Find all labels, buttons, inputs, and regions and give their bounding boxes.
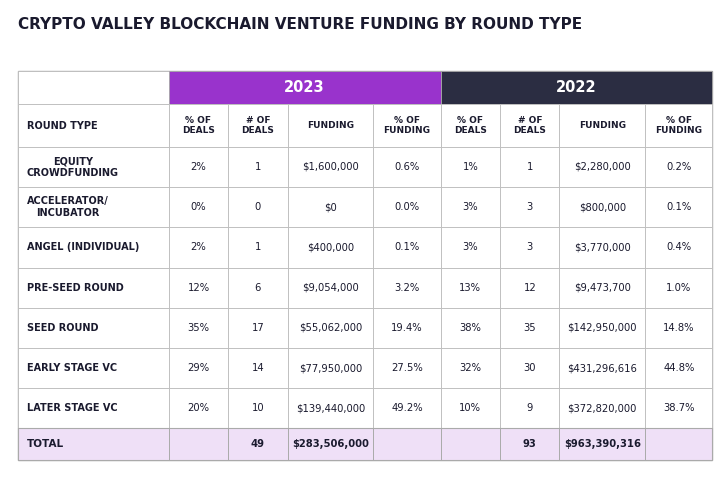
Text: $963,390,316: $963,390,316 xyxy=(564,439,640,450)
Text: % OF
FUNDING: % OF FUNDING xyxy=(655,116,702,135)
Text: 9: 9 xyxy=(526,403,533,413)
Text: 3%: 3% xyxy=(462,243,478,252)
Text: 38.7%: 38.7% xyxy=(663,403,694,413)
Text: $139,440,000: $139,440,000 xyxy=(296,403,365,413)
Text: 30: 30 xyxy=(523,363,536,373)
Text: 29%: 29% xyxy=(188,363,209,373)
Text: $3,770,000: $3,770,000 xyxy=(574,243,630,252)
Text: $9,473,700: $9,473,700 xyxy=(574,282,631,293)
Text: FUNDING: FUNDING xyxy=(579,121,626,130)
Text: 35: 35 xyxy=(523,323,536,333)
Text: 0.1%: 0.1% xyxy=(394,243,419,252)
Text: 10%: 10% xyxy=(459,403,481,413)
Text: FUNDING: FUNDING xyxy=(307,121,354,130)
Text: $1,600,000: $1,600,000 xyxy=(302,162,359,172)
Text: 14: 14 xyxy=(252,363,264,373)
Text: 0.1%: 0.1% xyxy=(666,202,691,212)
Text: 1: 1 xyxy=(254,162,261,172)
Text: $283,506,000: $283,506,000 xyxy=(292,439,369,450)
Text: 20%: 20% xyxy=(188,403,209,413)
Text: 12%: 12% xyxy=(188,282,209,293)
Text: EARLY STAGE VC: EARLY STAGE VC xyxy=(27,363,117,373)
Text: 2022: 2022 xyxy=(556,80,597,95)
Text: # OF
DEALS: # OF DEALS xyxy=(241,116,274,135)
Text: $142,950,000: $142,950,000 xyxy=(568,323,637,333)
Text: 2023: 2023 xyxy=(284,80,325,95)
Text: LATER STAGE VC: LATER STAGE VC xyxy=(27,403,118,413)
Text: 0%: 0% xyxy=(190,202,206,212)
Text: 38%: 38% xyxy=(459,323,481,333)
Text: 3: 3 xyxy=(526,243,533,252)
Text: $9,054,000: $9,054,000 xyxy=(302,282,359,293)
Text: 19.4%: 19.4% xyxy=(391,323,422,333)
Text: 0: 0 xyxy=(254,202,261,212)
Text: 12: 12 xyxy=(523,282,536,293)
Text: 1: 1 xyxy=(526,162,533,172)
Text: 0.2%: 0.2% xyxy=(666,162,691,172)
Text: # OF
DEALS: # OF DEALS xyxy=(513,116,546,135)
Text: 10: 10 xyxy=(252,403,264,413)
Text: 49: 49 xyxy=(251,439,265,450)
Text: % OF
DEALS: % OF DEALS xyxy=(454,116,487,135)
Text: ACCELERATOR/
INCUBATOR: ACCELERATOR/ INCUBATOR xyxy=(27,196,108,218)
Text: 3.2%: 3.2% xyxy=(394,282,419,293)
Text: PRE-SEED ROUND: PRE-SEED ROUND xyxy=(27,282,124,293)
Text: $431,296,616: $431,296,616 xyxy=(567,363,638,373)
Text: $400,000: $400,000 xyxy=(307,243,354,252)
Text: 1.0%: 1.0% xyxy=(666,282,691,293)
Text: $800,000: $800,000 xyxy=(579,202,626,212)
Text: TOTAL: TOTAL xyxy=(27,439,64,450)
Text: 32%: 32% xyxy=(459,363,481,373)
Text: 0.6%: 0.6% xyxy=(394,162,419,172)
Text: 93: 93 xyxy=(523,439,537,450)
Text: CRYPTO VALLEY BLOCKCHAIN VENTURE FUNDING BY ROUND TYPE: CRYPTO VALLEY BLOCKCHAIN VENTURE FUNDING… xyxy=(18,17,582,32)
Text: $2,280,000: $2,280,000 xyxy=(574,162,630,172)
Text: 2%: 2% xyxy=(190,162,206,172)
Text: 1%: 1% xyxy=(462,162,478,172)
Text: $77,950,000: $77,950,000 xyxy=(299,363,362,373)
Text: % OF
DEALS: % OF DEALS xyxy=(182,116,215,135)
Text: 27.5%: 27.5% xyxy=(391,363,423,373)
Text: % OF
FUNDING: % OF FUNDING xyxy=(383,116,430,135)
Text: $372,820,000: $372,820,000 xyxy=(568,403,637,413)
Text: ROUND TYPE: ROUND TYPE xyxy=(27,121,97,131)
Text: 3: 3 xyxy=(526,202,533,212)
Text: 14.8%: 14.8% xyxy=(663,323,694,333)
Text: 17: 17 xyxy=(252,323,265,333)
Text: 1: 1 xyxy=(254,243,261,252)
Text: $55,062,000: $55,062,000 xyxy=(299,323,362,333)
Text: 2%: 2% xyxy=(190,243,206,252)
Text: 0.4%: 0.4% xyxy=(666,243,691,252)
Text: $0: $0 xyxy=(324,202,337,212)
Text: 0.0%: 0.0% xyxy=(394,202,419,212)
Text: SEED ROUND: SEED ROUND xyxy=(27,323,98,333)
Text: 3%: 3% xyxy=(462,202,478,212)
Text: EQUITY
CROWDFUNDING: EQUITY CROWDFUNDING xyxy=(27,156,119,178)
Text: 6: 6 xyxy=(254,282,261,293)
Text: 49.2%: 49.2% xyxy=(391,403,422,413)
Text: ANGEL (INDIVIDUAL): ANGEL (INDIVIDUAL) xyxy=(27,243,140,252)
Text: 35%: 35% xyxy=(188,323,209,333)
Text: 13%: 13% xyxy=(459,282,481,293)
Text: 44.8%: 44.8% xyxy=(663,363,694,373)
